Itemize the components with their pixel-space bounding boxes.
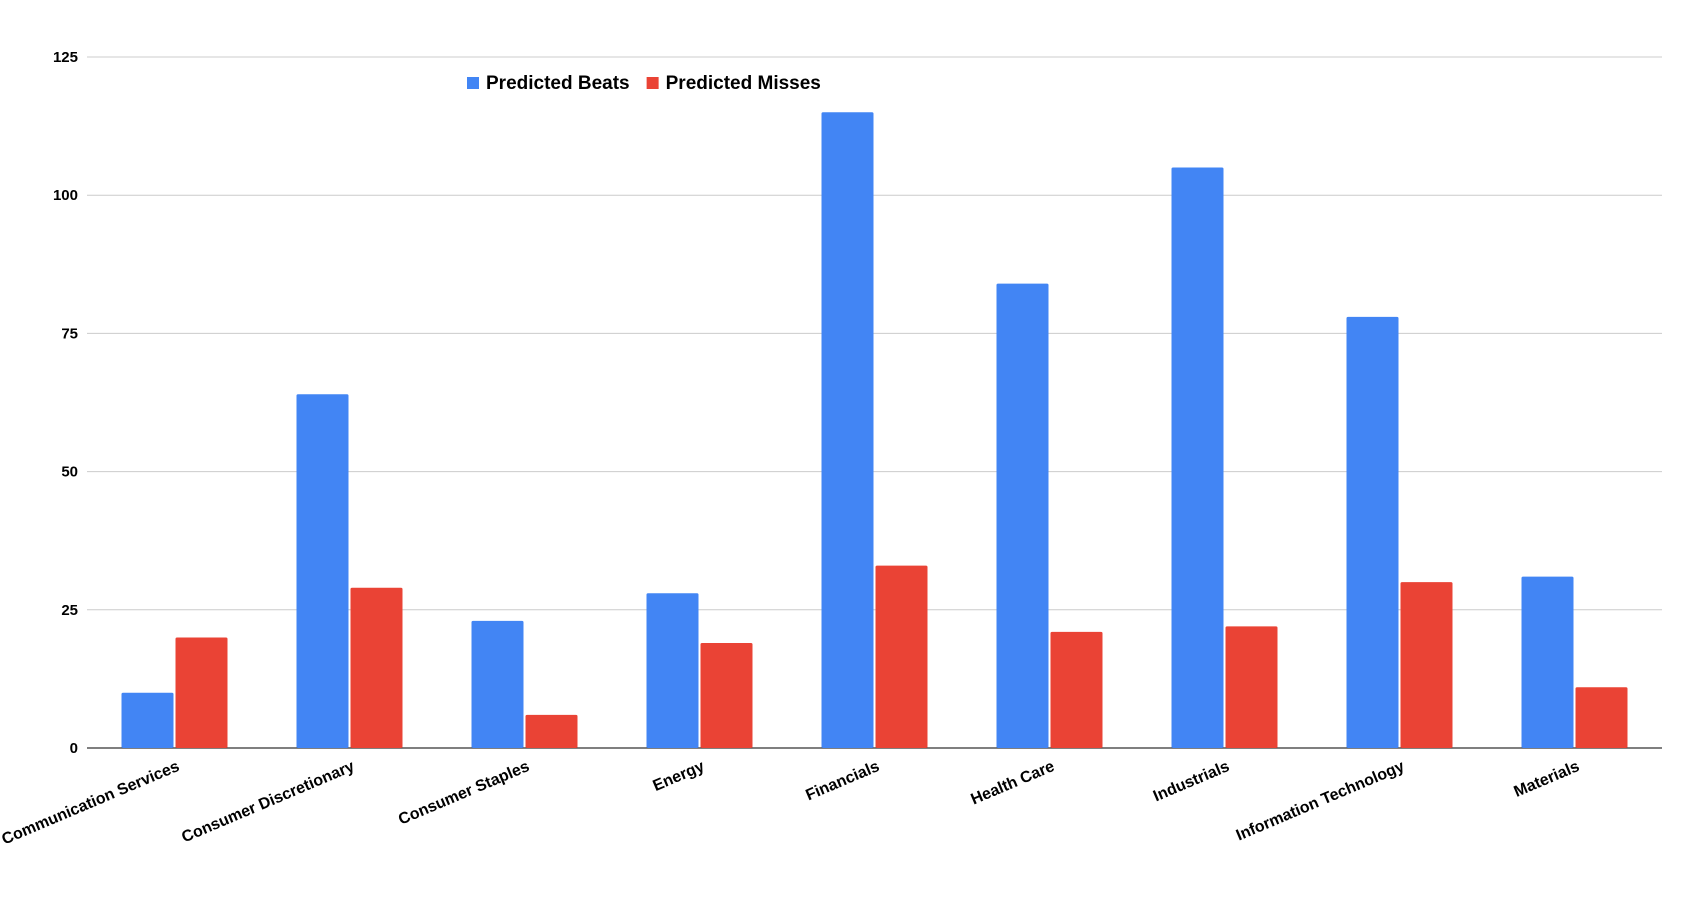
bar-beats	[821, 112, 874, 748]
y-tick-label: 100	[53, 187, 78, 204]
legend-swatch	[467, 77, 479, 89]
bar-beats	[646, 593, 699, 748]
legend-label: Predicted Beats	[486, 73, 630, 94]
bar-misses	[350, 587, 403, 748]
x-tick-label: Consumer Staples	[396, 758, 532, 829]
x-tick-label: Information Technology	[1234, 758, 1407, 844]
x-tick-label: Financials	[803, 758, 882, 804]
y-tick-label: 50	[61, 464, 78, 481]
bar-beats	[996, 283, 1049, 748]
bar-misses	[700, 642, 753, 748]
x-tick-label: Consumer Discretionary	[179, 758, 357, 846]
x-tick-label: Health Care	[969, 758, 1058, 808]
legend-label: Predicted Misses	[666, 73, 821, 94]
y-tick-label: 0	[70, 740, 78, 757]
gridlines	[87, 56, 1662, 749]
bar-misses	[875, 565, 928, 748]
bar-beats	[1346, 316, 1399, 748]
legend: Predicted Beats Predicted Misses	[467, 73, 821, 94]
bar-beats	[1521, 576, 1574, 748]
x-tick-label: Materials	[1512, 758, 1583, 801]
bar-beats	[121, 692, 174, 748]
legend-swatch	[646, 77, 659, 89]
bar-misses	[1400, 582, 1453, 748]
bar-misses	[1050, 631, 1103, 748]
bar-beats	[1171, 167, 1224, 748]
y-tick-label: 125	[53, 49, 78, 66]
bar-beats	[296, 394, 349, 748]
bar-beats	[471, 620, 524, 748]
bar-misses	[525, 714, 578, 748]
y-tick-label: 25	[61, 602, 78, 619]
x-tick-label: Communication Services	[0, 758, 182, 848]
bar-misses	[1225, 626, 1278, 748]
bar-misses	[1575, 687, 1628, 748]
x-tick-label: Industrials	[1151, 758, 1232, 805]
y-axis-ticks: 0 25 50 75 100 125	[53, 49, 78, 757]
bar-misses	[175, 637, 228, 748]
y-tick-label: 75	[61, 325, 78, 342]
x-tick-label: Energy	[650, 758, 707, 795]
bars	[121, 112, 1628, 748]
